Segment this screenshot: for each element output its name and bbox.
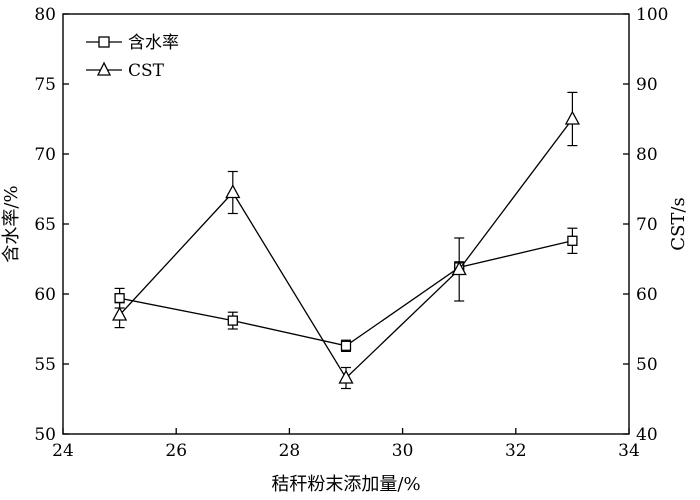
y-left-axis-label: 含水率/% bbox=[1, 185, 22, 262]
data-point-cst bbox=[338, 369, 354, 384]
y-right-tick-label: 100 bbox=[636, 5, 668, 25]
data-point-cst bbox=[564, 110, 580, 125]
x-tick-label: 34 bbox=[618, 441, 640, 461]
y-right-axis-label: CST/s bbox=[668, 197, 689, 250]
y-left-tick-label: 80 bbox=[34, 5, 56, 25]
data-point-moisture bbox=[114, 293, 125, 304]
data-point-cst bbox=[112, 306, 128, 321]
y-left-tick-label: 55 bbox=[34, 355, 56, 375]
y-right-tick-label: 90 bbox=[636, 75, 658, 95]
y-right-tick-label: 80 bbox=[636, 145, 658, 165]
legend-item-cst: CST bbox=[86, 61, 165, 81]
data-point-cst bbox=[225, 184, 241, 199]
y-left-tick-label: 60 bbox=[34, 285, 56, 305]
y-right-tick-label: 50 bbox=[636, 355, 658, 375]
y-left-tick-label: 65 bbox=[34, 215, 56, 235]
legend-item-moisture: 含水率 bbox=[86, 33, 179, 53]
y-right-axis-ticks: 40 50 60 70 80 90 100 bbox=[623, 5, 668, 445]
legend-label-cst: CST bbox=[128, 61, 165, 81]
y-right-tick-label: 70 bbox=[636, 215, 658, 235]
x-axis-ticks: 24 26 28 30 32 34 bbox=[52, 428, 640, 461]
y-left-tick-label: 50 bbox=[34, 425, 56, 445]
y-right-tick-label: 60 bbox=[636, 285, 658, 305]
data-point-moisture bbox=[340, 340, 352, 351]
data-point-cst bbox=[451, 261, 467, 276]
data-point-moisture bbox=[227, 315, 238, 326]
series-line-cst bbox=[119, 118, 573, 380]
x-tick-label: 30 bbox=[392, 441, 414, 461]
y-left-tick-label: 70 bbox=[34, 145, 56, 165]
x-tick-label: 28 bbox=[279, 441, 301, 461]
series-line-moisture bbox=[119, 240, 573, 347]
y-left-tick-label: 75 bbox=[34, 75, 56, 95]
legend: 含水率 CST bbox=[86, 33, 179, 81]
legend-label-moisture: 含水率 bbox=[128, 33, 179, 53]
x-axis-label: 秸秆粉末添加量/% bbox=[271, 474, 420, 495]
x-tick-label: 24 bbox=[52, 441, 74, 461]
y-right-tick-label: 40 bbox=[636, 425, 658, 445]
legend-marker-triangle bbox=[96, 61, 112, 76]
x-tick-label: 26 bbox=[165, 441, 187, 461]
y-left-axis-ticks: 50 55 60 65 70 75 80 bbox=[34, 5, 69, 445]
x-tick-label: 32 bbox=[505, 441, 527, 461]
data-point-moisture bbox=[567, 235, 578, 246]
legend-marker-square bbox=[98, 36, 110, 48]
series-layer bbox=[112, 91, 580, 390]
